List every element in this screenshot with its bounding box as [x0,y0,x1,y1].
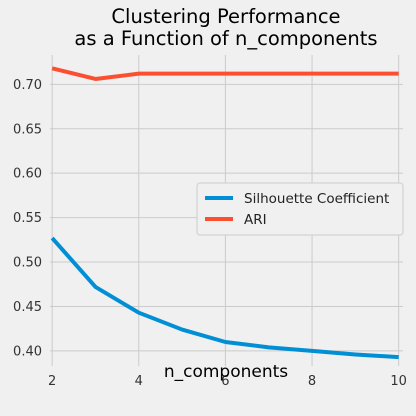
x-tick-label: 6 [221,374,229,389]
y-tick-label: 0.40 [13,344,42,359]
series-line-ari [51,66,399,81]
series-line-silhouette-coefficient [50,236,399,360]
chart-title-line-1: Clustering Performance [111,5,340,28]
y-tick-labels: 0.40 0.45 0.50 0.55 0.60 0.65 0.70 [13,78,42,360]
x-tick-label: 8 [308,374,316,389]
legend-label-silhouette: Silhouette Coefficient [244,191,389,207]
x-tick-labels: 2 4 6 8 10 [48,374,407,389]
y-tick-label: 0.45 [13,300,42,315]
y-tick-label: 0.65 [13,122,42,137]
x-axis-label: n_components [164,362,288,382]
series-group [50,66,399,360]
x-tick-label: 10 [390,374,407,389]
chart-title-line-2: as a Function of n_components [74,27,377,50]
y-tick-label: 0.55 [13,211,42,226]
x-tick-label: 2 [48,374,56,389]
y-tick-label: 0.50 [13,256,42,271]
y-tick-label: 0.70 [13,78,42,93]
legend-box [196,182,404,236]
legend-label-ari: ARI [244,212,267,228]
legend: Silhouette Coefficient ARI [196,182,404,236]
x-tick-label: 4 [135,374,143,389]
y-tick-label: 0.60 [13,167,42,182]
